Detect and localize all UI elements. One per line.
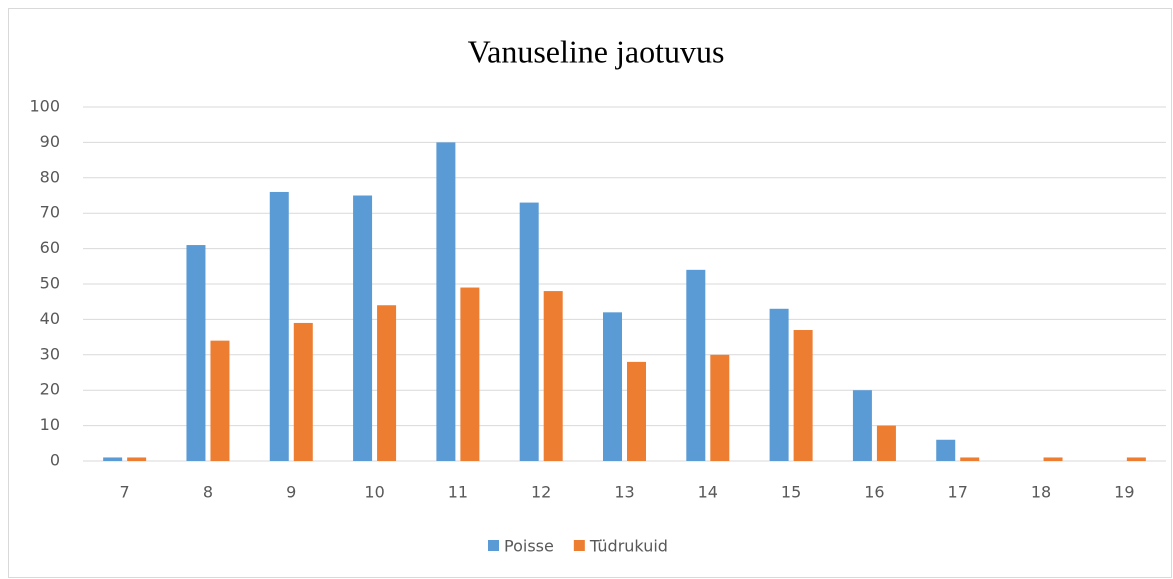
x-tick-label: 11 (448, 483, 468, 502)
y-tick-label: 100 (29, 97, 60, 116)
y-tick-label: 20 (40, 380, 60, 399)
bar (353, 195, 373, 461)
x-tick-label: 19 (1114, 483, 1134, 502)
bar (293, 322, 313, 461)
bar (876, 425, 896, 461)
legend-label: Tüdrukuid (589, 537, 668, 556)
y-tick-label: 50 (40, 274, 60, 293)
y-tick-label: 60 (40, 238, 60, 257)
bar (1126, 457, 1146, 461)
bar (210, 340, 230, 461)
legend-swatch (573, 540, 585, 551)
x-tick-label: 18 (1031, 483, 1051, 502)
bar (686, 269, 706, 461)
bar (627, 361, 646, 461)
bar (603, 312, 622, 461)
bar (127, 457, 147, 461)
x-tick-label: 10 (364, 483, 384, 502)
bar (710, 354, 730, 461)
x-tick-label: 14 (698, 483, 718, 502)
x-tick-label: 17 (948, 483, 968, 502)
bar (769, 308, 789, 461)
bar (1043, 457, 1063, 461)
bar (543, 291, 563, 461)
bar (960, 457, 980, 461)
bar (519, 202, 539, 461)
bar (377, 305, 397, 461)
chart-border (8, 8, 1172, 578)
bar (460, 287, 480, 461)
chart-title: Vanuseline jaotuvus (468, 33, 725, 69)
x-tick-label: 13 (614, 483, 634, 502)
y-tick-label: 70 (40, 203, 60, 222)
y-tick-label: 90 (40, 132, 60, 151)
legend-label: Poisse (504, 537, 554, 556)
x-tick-label: 7 (120, 483, 130, 502)
bar (186, 245, 206, 461)
x-tick-label: 12 (531, 483, 551, 502)
legend-swatch (488, 540, 499, 551)
bar (936, 439, 956, 461)
y-tick-label: 10 (40, 415, 60, 434)
x-tick-label: 9 (286, 483, 296, 502)
x-tick-label: 8 (203, 483, 213, 502)
x-tick-label: 16 (864, 483, 884, 502)
y-tick-label: 80 (40, 167, 60, 186)
bar (436, 142, 456, 461)
y-tick-label: 40 (40, 309, 60, 328)
y-tick-label: 0 (50, 451, 60, 470)
bar (269, 191, 289, 461)
x-tick-label: 15 (781, 483, 801, 502)
y-tick-label: 30 (40, 344, 60, 363)
bar (793, 330, 813, 461)
bar (103, 457, 123, 461)
bar (852, 390, 872, 461)
